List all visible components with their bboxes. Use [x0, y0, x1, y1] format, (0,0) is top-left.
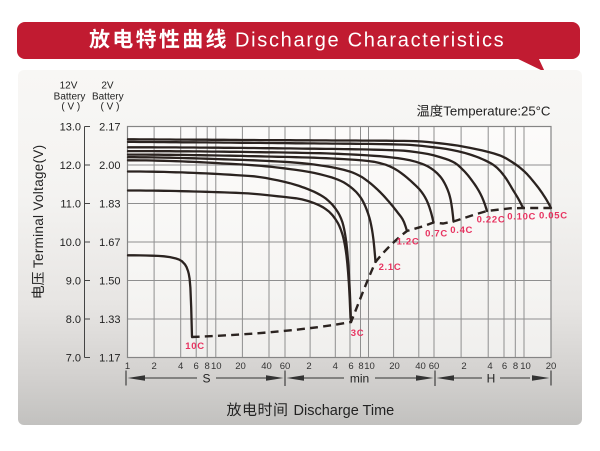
svg-text:11.0: 11.0 [60, 199, 81, 211]
svg-text:4: 4 [178, 361, 183, 372]
svg-text:8: 8 [513, 361, 518, 372]
svg-text:0.10C: 0.10C [507, 211, 536, 222]
svg-text:6: 6 [194, 361, 199, 372]
svg-text:4: 4 [487, 361, 492, 372]
svg-text:Temperature:25°C: Temperature:25°C [443, 104, 551, 119]
svg-text:2.1C: 2.1C [379, 262, 402, 273]
svg-text:60: 60 [280, 361, 291, 372]
svg-text:4: 4 [333, 361, 338, 372]
svg-text:2: 2 [461, 361, 466, 372]
svg-text:8: 8 [358, 361, 363, 372]
svg-text:1.17: 1.17 [99, 353, 120, 365]
svg-text:6: 6 [348, 361, 353, 372]
svg-text:min: min [350, 371, 369, 385]
svg-text:3C: 3C [351, 328, 365, 339]
svg-text:10: 10 [520, 361, 531, 372]
svg-text:S: S [202, 371, 210, 385]
svg-text:40: 40 [261, 361, 272, 372]
svg-text:12.0: 12.0 [60, 160, 81, 172]
svg-text:2.17: 2.17 [99, 122, 120, 134]
svg-text:20: 20 [389, 361, 400, 372]
svg-text:0.4C: 0.4C [450, 225, 473, 236]
svg-text:8: 8 [205, 361, 210, 372]
svg-text:1.67: 1.67 [99, 237, 120, 249]
svg-text:40: 40 [415, 361, 426, 372]
svg-text:1.33: 1.33 [99, 314, 120, 326]
svg-text:8.0: 8.0 [66, 314, 81, 326]
svg-text:2: 2 [306, 361, 311, 372]
svg-text:0.05C: 0.05C [539, 211, 568, 222]
svg-text:60: 60 [429, 361, 440, 372]
svg-text:Terminal Voltage(V): Terminal Voltage(V) [31, 145, 46, 268]
svg-text:10: 10 [211, 361, 222, 372]
svg-text:0.22C: 0.22C [477, 214, 506, 225]
svg-text:12V: 12V [60, 81, 78, 92]
svg-text:2: 2 [151, 361, 156, 372]
svg-text:0.7C: 0.7C [425, 228, 448, 239]
svg-text:1.83: 1.83 [99, 199, 120, 211]
svg-text:9.0: 9.0 [66, 276, 81, 288]
svg-text:7.0: 7.0 [66, 353, 81, 365]
svg-text:10: 10 [364, 361, 375, 372]
svg-text:( V ): ( V ) [101, 102, 120, 113]
svg-text:1: 1 [125, 361, 130, 372]
svg-text:10.0: 10.0 [60, 237, 81, 249]
svg-text:H: H [487, 371, 496, 385]
svg-text:Discharge Characteristics: Discharge Characteristics [235, 29, 505, 51]
svg-text:10C: 10C [185, 341, 205, 352]
svg-text:Battery: Battery [54, 92, 86, 103]
svg-text:2V: 2V [101, 81, 114, 92]
svg-text:20: 20 [546, 361, 557, 372]
svg-text:13.0: 13.0 [60, 122, 81, 134]
svg-text:1.50: 1.50 [99, 276, 120, 288]
svg-text:( V ): ( V ) [61, 102, 80, 113]
svg-text:1.2C: 1.2C [397, 237, 420, 248]
svg-text:Battery: Battery [92, 92, 124, 103]
svg-text:Discharge Time: Discharge Time [294, 403, 395, 419]
svg-text:20: 20 [235, 361, 246, 372]
svg-text:2.00: 2.00 [99, 160, 120, 172]
svg-text:6: 6 [502, 361, 507, 372]
